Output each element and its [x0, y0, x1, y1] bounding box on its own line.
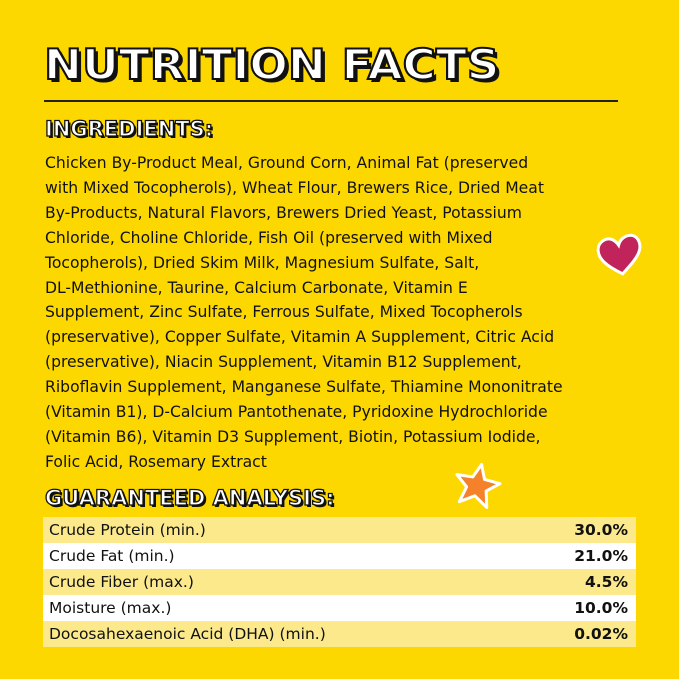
ingredients-line: Supplement, Zinc Sulfate, Ferrous Sulfat… [45, 303, 523, 322]
ingredients-line: Riboflavin Supplement, Manganese Sulfate… [45, 378, 563, 397]
nutrient-value: 30.0% [574, 521, 628, 539]
ingredients-line: Tocopherols), Dried Skim Milk, Magnesium… [45, 253, 480, 272]
nutrient-label: Crude Protein (min.) [49, 521, 206, 539]
analysis-heading: GUARANTEED ANALYSIS: [44, 485, 335, 510]
ingredients-line: with Mixed Tocopherols), Wheat Flour, Br… [45, 178, 544, 197]
table-row: Crude Fat (min.) 21.0% [43, 543, 636, 569]
ingredients-line: Chicken By-Product Meal, Ground Corn, An… [45, 154, 529, 172]
nutrient-value: 21.0% [574, 547, 628, 565]
nutrient-value: 4.5% [585, 573, 628, 591]
nutrient-label: Crude Fat (min.) [49, 547, 175, 565]
table-row: Moisture (max.) 10.0% [43, 595, 636, 621]
ingredients-list: Chicken By-Product Meal, Ground Corn, An… [45, 151, 563, 475]
ingredients-line: By-Products, Natural Flavors, Brewers Dr… [45, 203, 522, 222]
table-row: Crude Fiber (max.) 4.5% [43, 569, 636, 595]
ingredients-line: DL-Methionine, Taurine, Calcium Carbonat… [45, 278, 468, 297]
ingredients-line: Folic Acid, Rosemary Extract [45, 452, 267, 471]
table-row: Crude Protein (min.) 30.0% [43, 517, 636, 543]
star-icon [450, 460, 504, 516]
nutrient-value: 0.02% [574, 625, 628, 643]
divider [44, 100, 618, 102]
analysis-table: Crude Protein (min.) 30.0% Crude Fat (min… [43, 517, 636, 647]
nutrient-label: Docosahexaenoic Acid (DHA) (min.) [49, 625, 326, 643]
ingredients-line: Chloride, Choline Chloride, Fish Oil (pr… [45, 228, 493, 247]
ingredients-line: (preservative), Niacin Supplement, Vitam… [45, 353, 522, 372]
heart-icon [595, 232, 645, 282]
ingredients-line: (Vitamin B1), D-Calcium Pantothenate, Py… [45, 403, 548, 422]
page-title: NUTRITION FACTS [43, 39, 501, 90]
ingredients-line: (Vitamin B6), Vitamin D3 Supplement, Bio… [45, 427, 541, 446]
nutrient-label: Moisture (max.) [49, 599, 172, 617]
table-row: Docosahexaenoic Acid (DHA) (min.) 0.02% [43, 621, 636, 647]
nutrient-label: Crude Fiber (max.) [49, 573, 194, 591]
ingredients-line: (preservative), Copper Sulfate, Vitamin … [45, 328, 555, 347]
ingredients-heading: INGREDIENTS: [44, 116, 214, 141]
nutrient-value: 10.0% [574, 599, 628, 617]
